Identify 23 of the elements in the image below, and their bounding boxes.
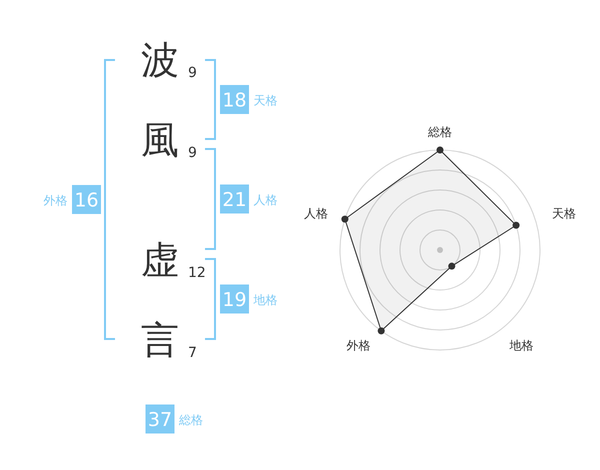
data-label: 16 <box>74 190 99 212</box>
data-label: 21 <box>222 189 247 211</box>
category-label: 波 <box>141 38 179 82</box>
category-label: 人格 <box>254 193 278 207</box>
data-label: 37 <box>148 409 172 431</box>
data-label: 18 <box>222 90 247 112</box>
category-label: 風 <box>141 118 179 162</box>
spoke-label: 外格 <box>346 338 371 352</box>
category-label: 虚 <box>141 238 179 282</box>
data-label: 19 <box>222 289 247 311</box>
spoke-label: 地格 <box>508 338 534 352</box>
data-label: 7 <box>188 345 197 361</box>
data-label: 9 <box>188 145 197 161</box>
category-label: 言 <box>141 318 179 362</box>
spoke-label: 人格 <box>304 206 328 221</box>
category-label: 外格 <box>44 194 68 208</box>
spoke-label: 天格 <box>552 206 576 221</box>
category-label: 総格 <box>178 413 203 427</box>
category-label: 地格 <box>252 293 278 307</box>
spoke-label: 総格 <box>427 125 452 139</box>
data-label: 12 <box>188 265 206 281</box>
data-label: 9 <box>188 65 197 81</box>
category-label: 天格 <box>254 94 278 108</box>
